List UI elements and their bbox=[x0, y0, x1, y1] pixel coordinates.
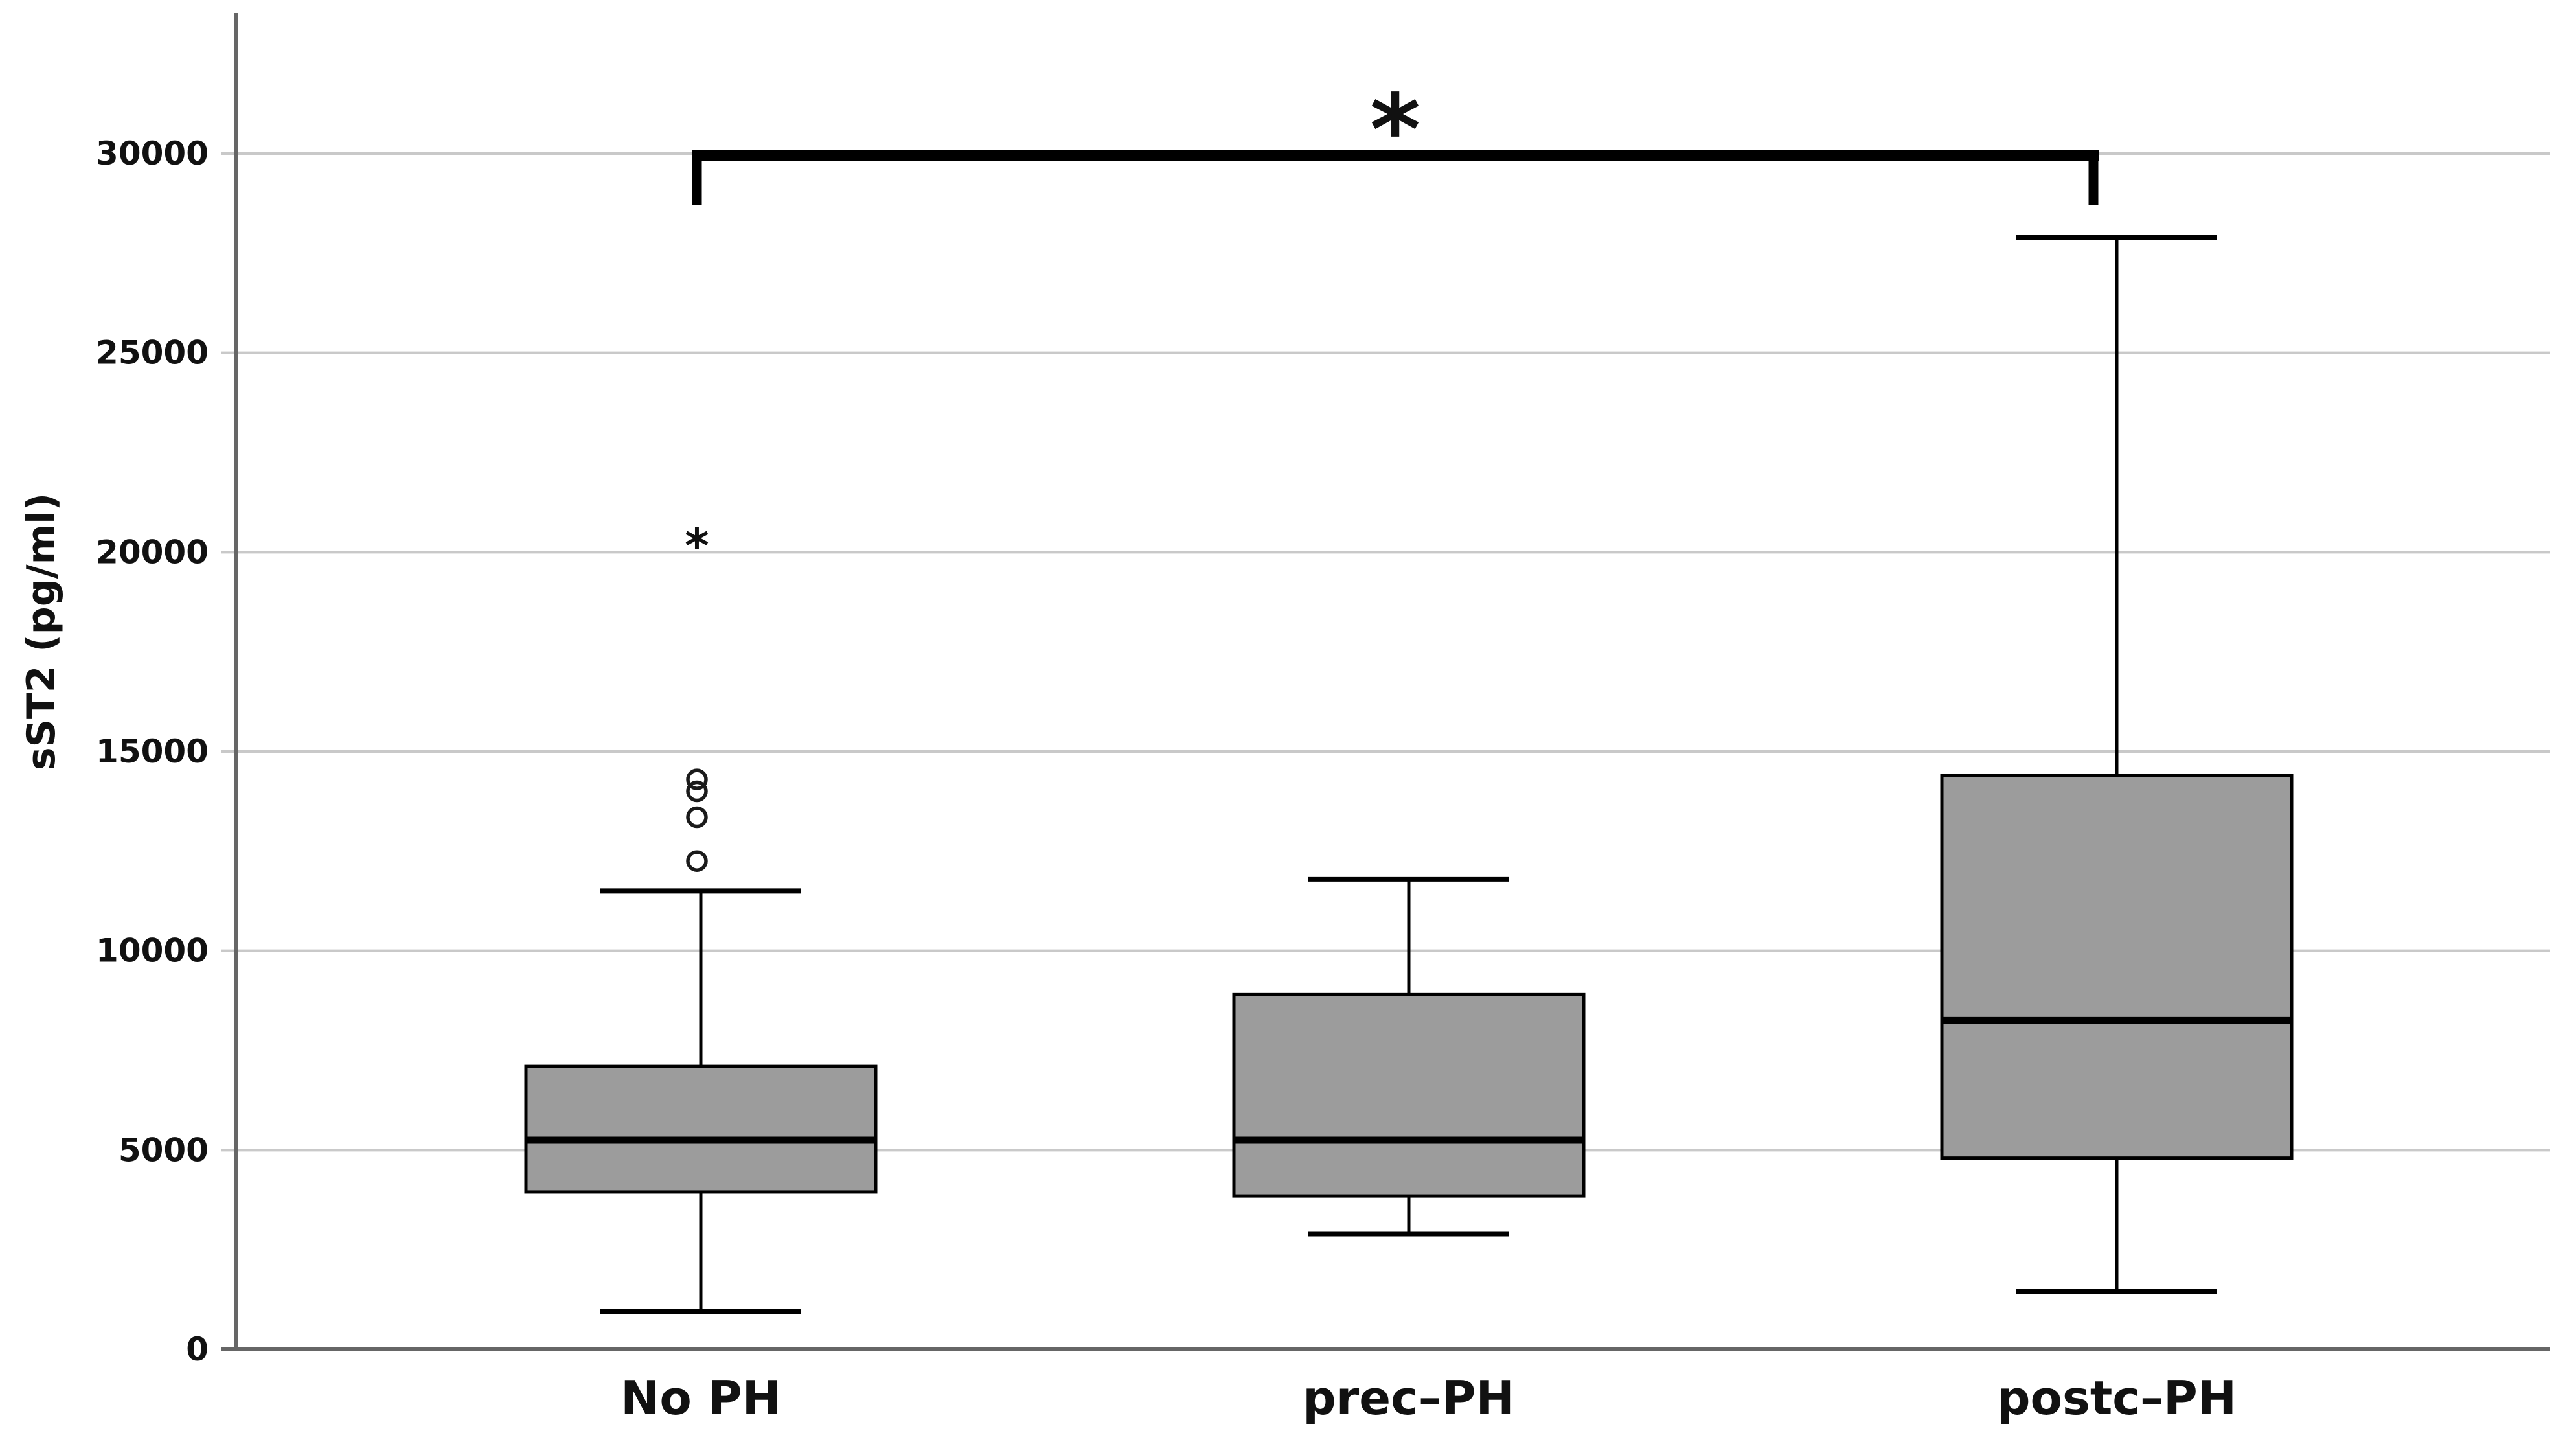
box-iqr bbox=[1940, 774, 2294, 1160]
outlier-circle bbox=[686, 768, 708, 790]
y-tick-label: 0 bbox=[186, 1331, 209, 1368]
outlier-circle bbox=[686, 780, 708, 803]
category-label: postc–PH bbox=[1997, 1371, 2237, 1425]
box-iqr bbox=[1232, 992, 1586, 1198]
box-iqr bbox=[524, 1064, 878, 1194]
outlier-circle bbox=[686, 806, 708, 829]
y-tick-label: 30000 bbox=[96, 135, 209, 172]
y-tick-label: 20000 bbox=[96, 533, 209, 571]
outlier-star: * bbox=[685, 518, 709, 573]
y-tick-label: 5000 bbox=[119, 1131, 209, 1169]
outlier-circle bbox=[686, 850, 708, 872]
y-tick-label: 15000 bbox=[96, 733, 209, 770]
category-label: No PH bbox=[621, 1371, 781, 1425]
y-tick-label: 10000 bbox=[96, 932, 209, 970]
sig-asterisk: * bbox=[1370, 74, 1420, 187]
y-tick-label: 25000 bbox=[96, 334, 209, 372]
category-label: prec–PH bbox=[1303, 1371, 1515, 1425]
y-axis-title: sST2 (pg/ml) bbox=[19, 493, 64, 770]
